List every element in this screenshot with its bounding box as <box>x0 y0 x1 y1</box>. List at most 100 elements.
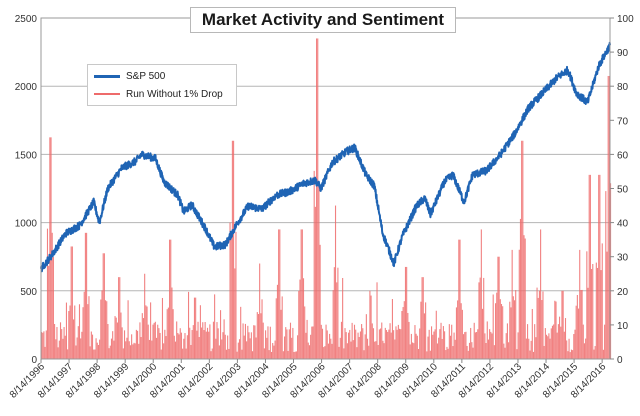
run-bar <box>63 327 65 359</box>
run-bar <box>318 182 320 359</box>
run-bar <box>42 332 44 359</box>
legend-entry-run: Run Without 1% Drop <box>94 87 223 101</box>
run-bar <box>166 309 168 359</box>
run-bar <box>523 235 525 359</box>
run-bar <box>535 337 537 359</box>
run-bar <box>406 266 408 359</box>
run-bar <box>49 137 51 359</box>
run-bar <box>570 349 572 359</box>
run-bar <box>387 331 389 359</box>
run-bar <box>419 328 421 359</box>
run-bar <box>397 324 399 359</box>
run-bar <box>459 239 461 359</box>
run-bar <box>605 191 607 359</box>
run-bar <box>174 341 177 359</box>
run-bar <box>566 340 568 359</box>
run-bar <box>521 140 523 359</box>
run-bar <box>164 329 166 359</box>
run-bar <box>410 333 412 359</box>
run-bar <box>237 342 239 359</box>
run-bar <box>170 239 172 359</box>
run-bar <box>525 338 527 359</box>
run-bar <box>339 337 341 359</box>
run-bar <box>606 251 608 359</box>
run-bar <box>593 349 595 359</box>
run-bar <box>74 305 76 359</box>
run-bar <box>287 350 289 359</box>
run-bar <box>582 324 584 359</box>
run-bar <box>516 349 518 359</box>
run-bar <box>297 335 299 359</box>
chart-title: Market Activity and Sentiment <box>190 7 456 33</box>
run-bar <box>83 291 85 359</box>
run-bar <box>77 326 79 359</box>
run-bar <box>321 328 324 359</box>
y-left-tick-label: 2500 <box>15 14 38 25</box>
run-bar <box>470 327 472 359</box>
run-bar <box>431 326 433 359</box>
run-bar <box>556 332 558 359</box>
run-bar <box>261 299 263 359</box>
run-bar <box>504 347 506 359</box>
run-bar <box>477 329 479 359</box>
sp500-line-layer <box>40 41 611 273</box>
run-bar <box>46 228 49 359</box>
run-bar <box>278 229 280 359</box>
run-bar <box>103 253 105 359</box>
run-bar <box>109 345 111 359</box>
run-bar <box>510 307 512 359</box>
run-bar <box>524 238 526 359</box>
run-bar <box>154 321 156 359</box>
run-bar <box>515 290 517 359</box>
run-bar <box>197 321 199 359</box>
run-bar <box>285 327 287 359</box>
run-bar <box>147 324 149 359</box>
run-bar <box>551 325 554 359</box>
run-bar <box>376 282 378 359</box>
run-bar <box>511 249 513 359</box>
run-bar <box>499 299 501 359</box>
run-bar <box>78 304 81 359</box>
run-bar <box>307 342 309 359</box>
run-bar <box>472 347 474 359</box>
run-bar <box>151 340 153 359</box>
run-bar <box>138 343 140 359</box>
run-bar <box>553 324 555 359</box>
run-bar <box>93 349 95 359</box>
run-bar <box>333 267 335 359</box>
run-bar <box>158 328 160 359</box>
run-bar <box>254 325 256 359</box>
run-bar <box>502 306 504 359</box>
run-bar <box>412 342 414 359</box>
run-bar <box>427 336 429 359</box>
run-bar <box>280 309 282 359</box>
run-bar <box>509 301 511 359</box>
run-bar <box>538 290 540 359</box>
run-bar <box>480 229 482 359</box>
run-bar <box>152 324 154 359</box>
run-bar <box>359 331 361 359</box>
run-bar <box>218 345 220 359</box>
run-bar <box>144 273 146 359</box>
run-bar <box>298 290 300 359</box>
run-bar <box>608 75 610 359</box>
y-right-tick-label: 50 <box>617 185 629 196</box>
run-bar <box>157 324 159 359</box>
run-bar <box>371 323 373 359</box>
run-bar <box>490 331 492 359</box>
run-bar <box>312 326 314 359</box>
run-bar <box>75 345 77 359</box>
run-bar <box>599 174 601 359</box>
run-bar <box>101 290 103 359</box>
sp500-line <box>40 41 611 273</box>
run-bar <box>388 329 390 359</box>
run-bar <box>180 332 182 359</box>
run-bar <box>440 322 442 359</box>
run-bar <box>241 349 243 359</box>
run-bar <box>255 337 257 359</box>
run-bar <box>473 322 475 359</box>
run-bar <box>266 337 268 359</box>
run-bar <box>474 332 476 359</box>
run-bar <box>202 322 204 359</box>
run-bar <box>155 337 158 359</box>
